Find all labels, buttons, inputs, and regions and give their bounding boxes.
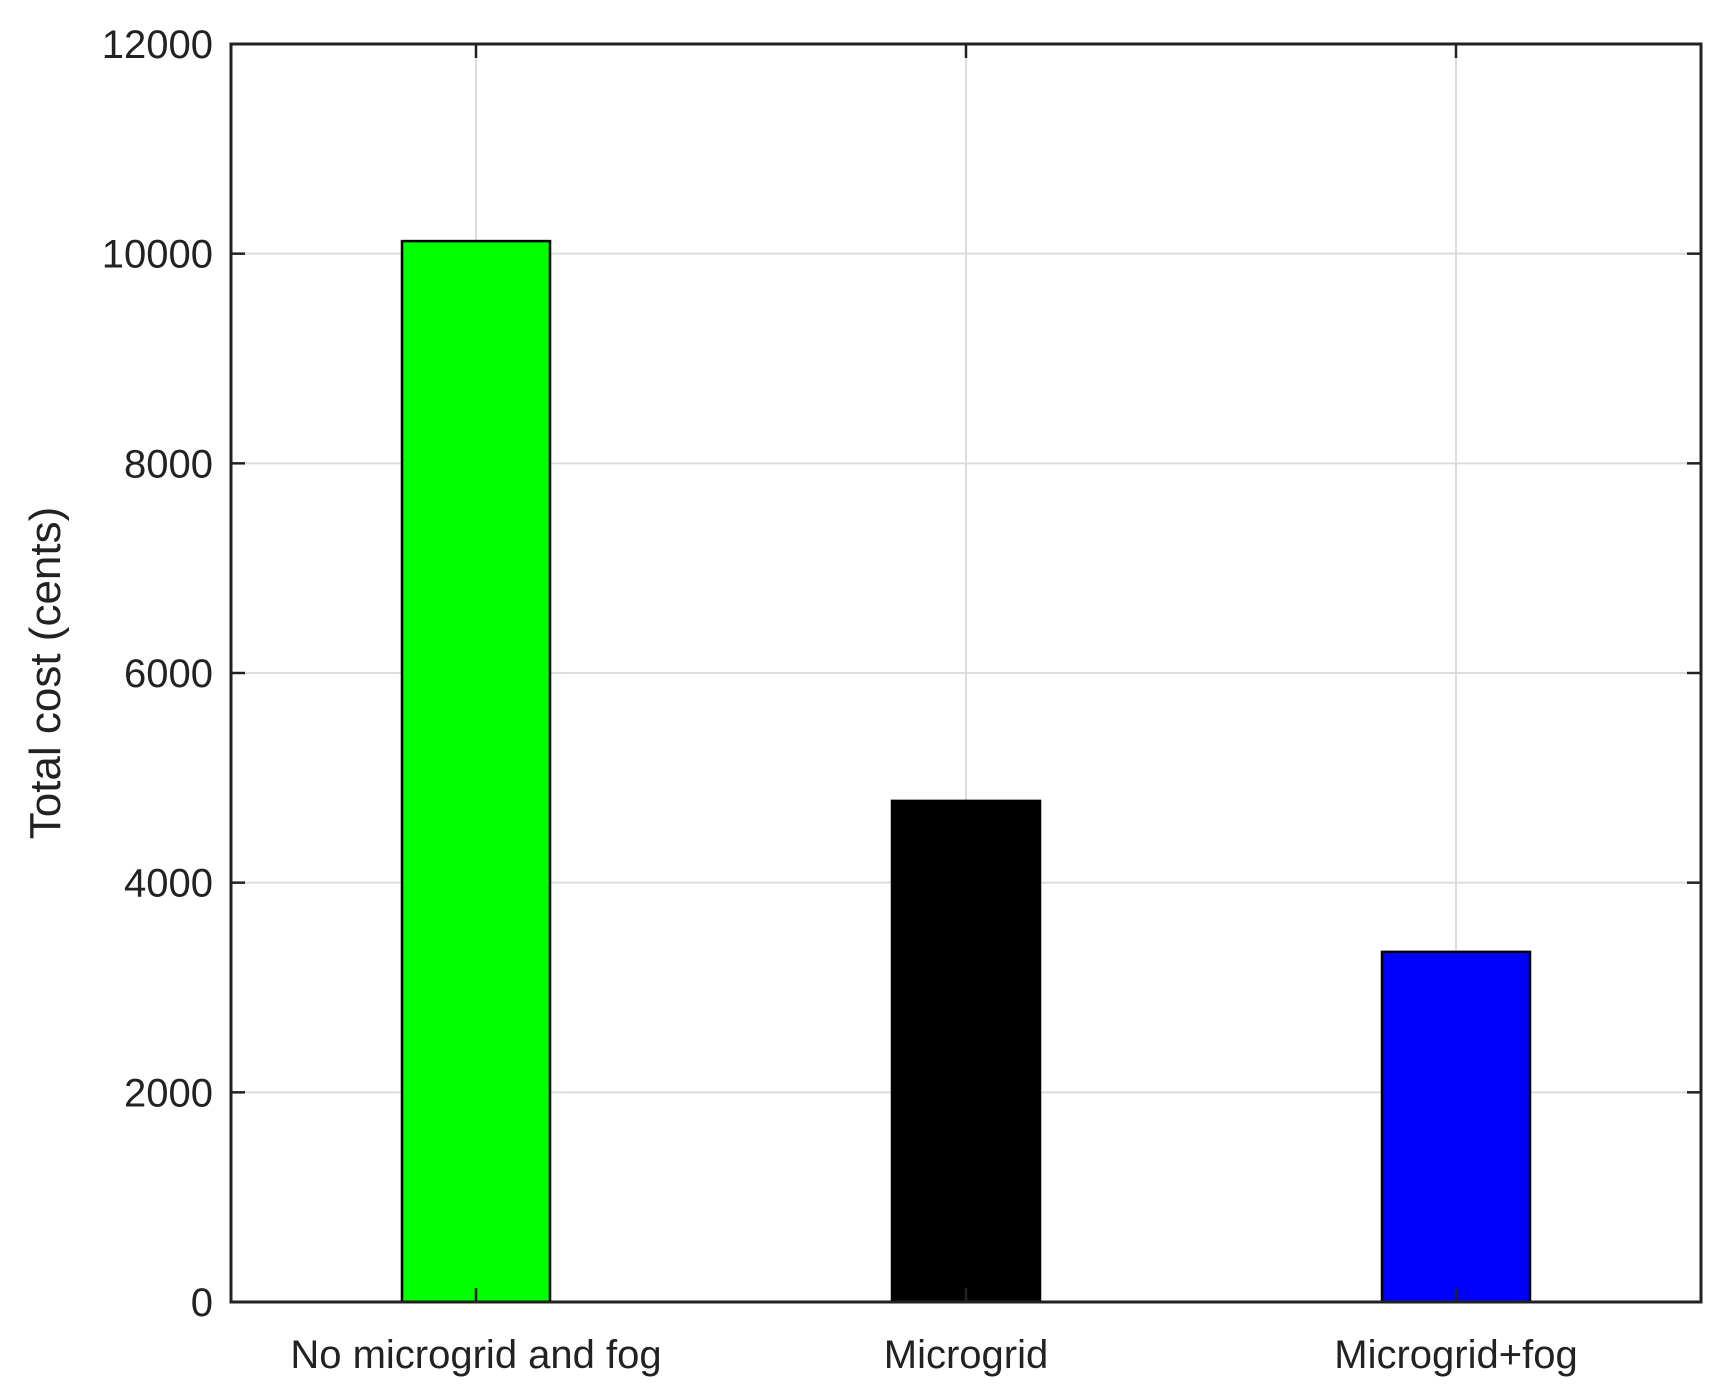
x-tick-label: Microgrid [884,1333,1048,1377]
x-tick-label: No microgrid and fog [290,1333,661,1377]
y-tick-label: 12000 [102,23,213,67]
y-axis-title: Total cost (cents) [21,507,70,840]
bar-microgrid-fog [1380,950,1532,1304]
bar-no-microgrid-and-fog [400,239,552,1304]
y-tick-label: 6000 [124,652,213,696]
y-tick-label: 4000 [124,862,213,906]
y-tick-label: 0 [191,1281,213,1325]
y-axis-ticks: 0 2000 4000 6000 8000 10000 12000 [102,23,1701,1325]
bar-layer [400,239,1532,1304]
y-tick-label: 2000 [124,1071,213,1115]
x-tick-label: Microgrid+fog [1334,1333,1577,1377]
y-tick-label: 8000 [124,442,213,486]
y-tick-label: 10000 [102,233,213,277]
bar-microgrid [890,799,1042,1304]
x-axis-ticks: No microgrid and fog Microgrid Microgrid+f… [290,44,1578,1377]
